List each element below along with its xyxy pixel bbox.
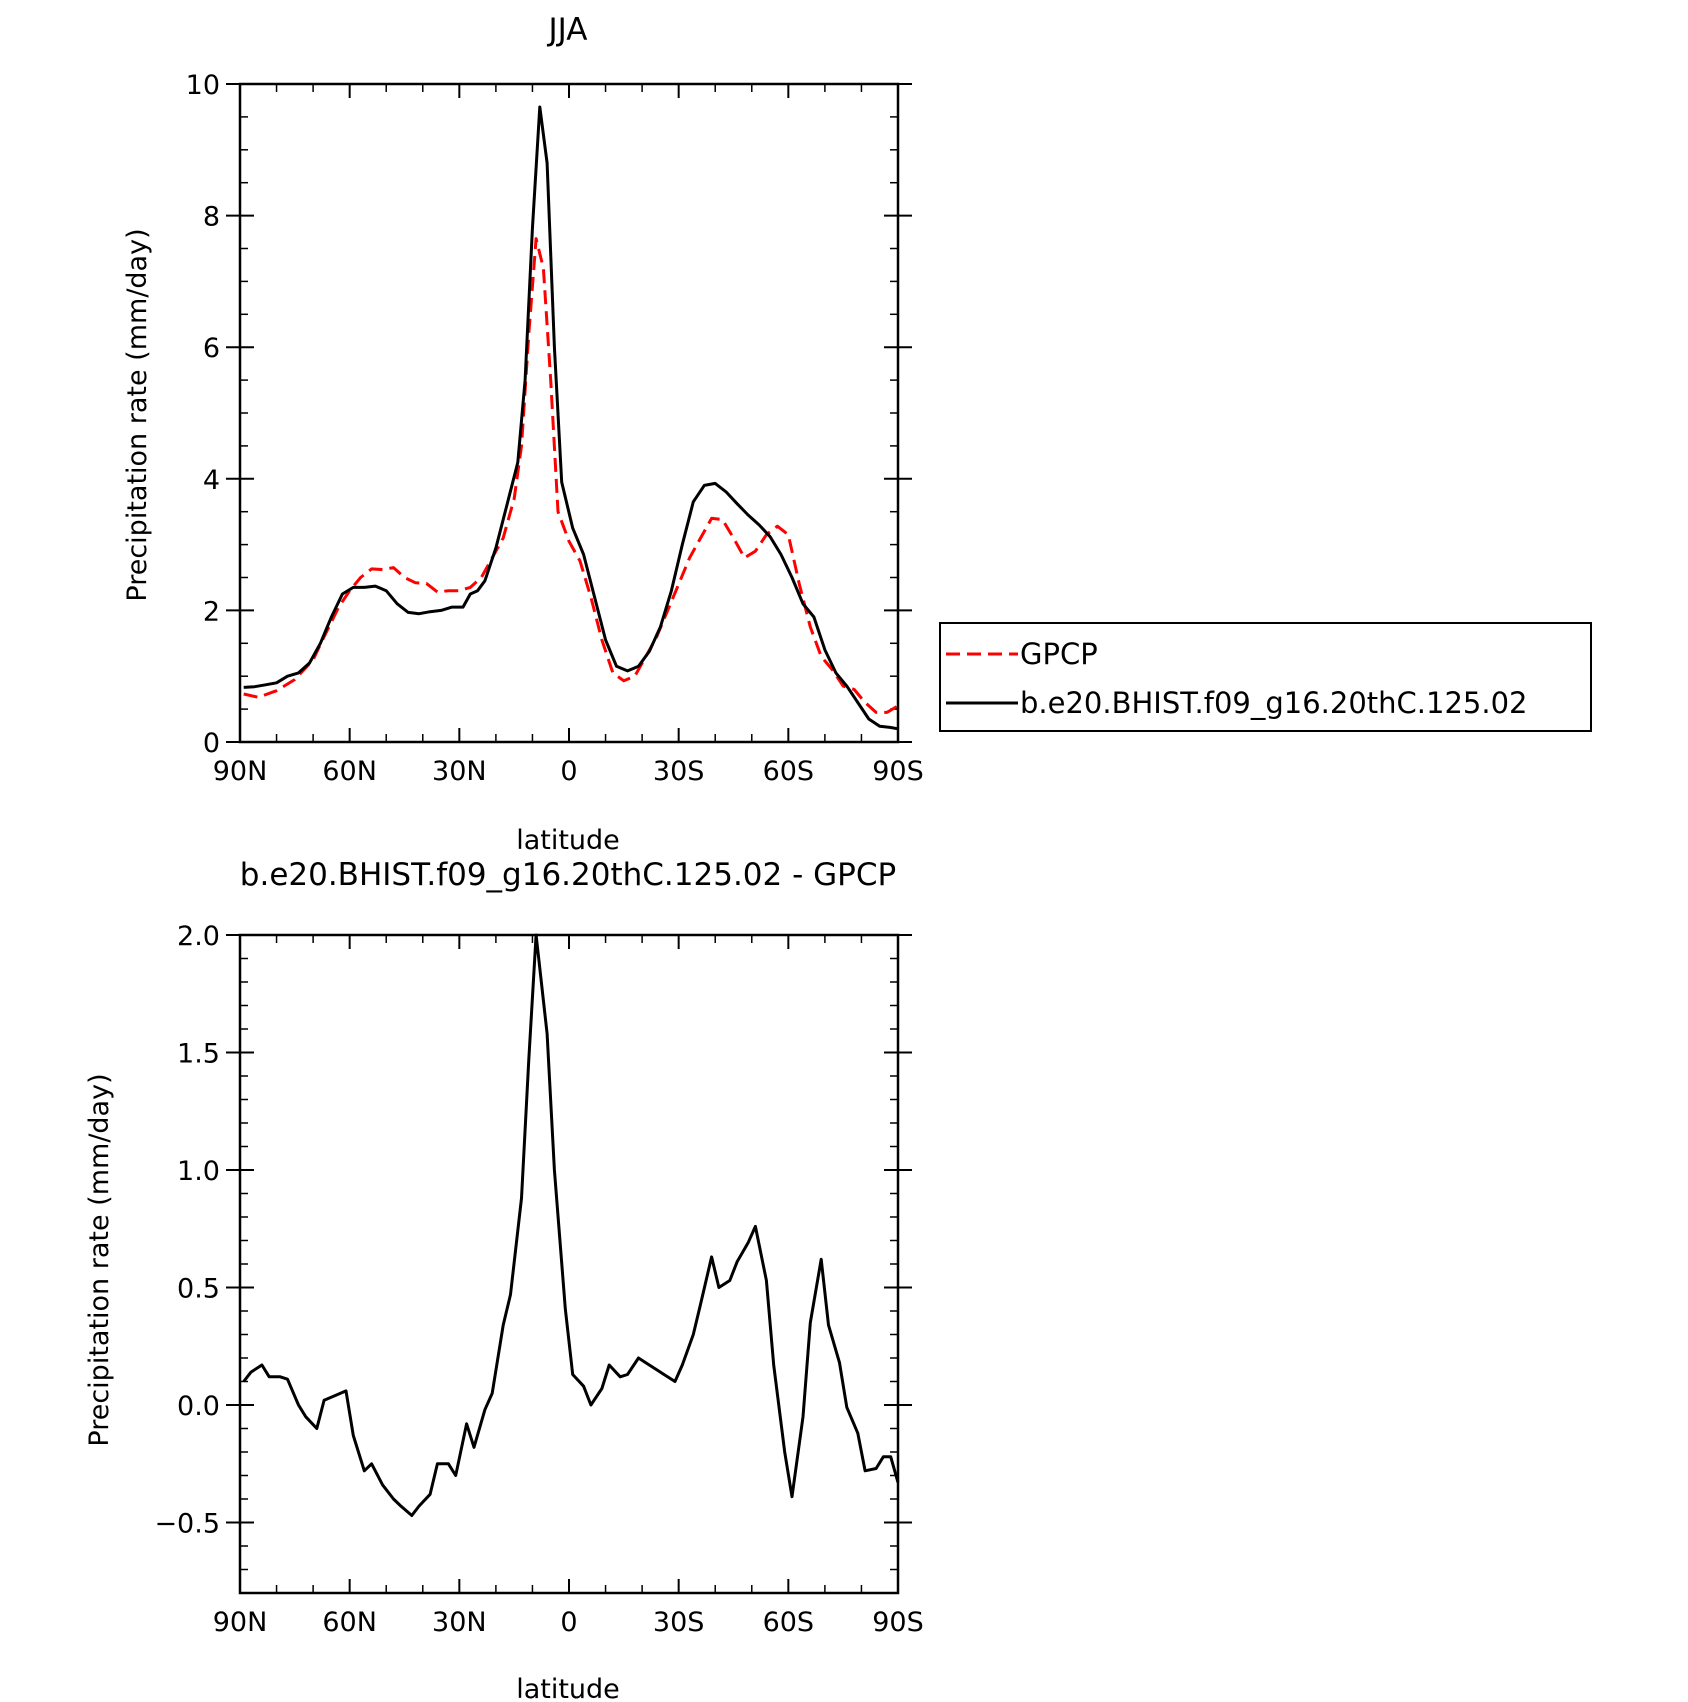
bottom-y-tick-labels: −0.5 0.0 0.5 1.0 1.5 2.0 (154, 921, 220, 1540)
y-tick-label: 0 (203, 728, 220, 759)
bottom-y-axis-label: Precipitation rate (mm/day) (84, 1073, 115, 1446)
x-tick-label: 90S (872, 1607, 924, 1638)
series-line-b-e20-bhist-f09-g16-20thc-125-02 (243, 105, 899, 731)
y-tick-label: 4 (203, 465, 220, 496)
x-tick-label: 0 (560, 1607, 577, 1638)
bottom-series-lines (242, 933, 900, 1517)
x-tick-label: 0 (560, 756, 577, 787)
y-tick-label: 10 (186, 70, 220, 101)
legend: GPCP b.e20.BHIST.f09_g16.20thC.125.02 (939, 622, 1592, 732)
top-panel: JJA 0 2 4 6 8 10 90N 60N 30N 0 30S 60S 90S latitude… (122, 12, 924, 856)
legend-box (939, 622, 1592, 732)
x-tick-label: 30S (653, 1607, 705, 1638)
x-tick-label: 60S (763, 756, 815, 787)
x-tick-label: 30S (653, 756, 705, 787)
legend-model-label: b.e20.BHIST.f09_g16.20thC.125.02 (1020, 686, 1527, 720)
series-line-gpcp (243, 237, 899, 714)
bottom-axis-ticks (226, 934, 912, 1593)
top-x-axis-label: latitude (516, 825, 620, 856)
x-tick-label: 30N (432, 756, 487, 787)
x-tick-label: 90N (213, 1607, 268, 1638)
x-tick-label: 60S (763, 1607, 815, 1638)
top-title: JJA (547, 12, 588, 48)
bottom-plot-frame (238, 933, 900, 1595)
y-tick-label: 0.0 (177, 1391, 220, 1422)
x-tick-label: 90N (213, 756, 268, 787)
y-tick-label: 6 (203, 333, 220, 364)
x-tick-label: 60N (322, 1607, 377, 1638)
y-tick-label: 2.0 (177, 921, 220, 952)
top-series-lines (243, 105, 899, 731)
top-y-tick-labels: 0 2 4 6 8 10 (186, 70, 220, 759)
y-tick-label: 1.0 (177, 1156, 220, 1187)
top-y-axis-label: Precipitation rate (mm/day) (122, 228, 153, 601)
y-tick-label: 2 (203, 596, 220, 627)
x-tick-label: 60N (322, 756, 377, 787)
bottom-x-axis-label: latitude (516, 1674, 620, 1702)
y-tick-label: 8 (203, 202, 220, 233)
bottom-title: b.e20.BHIST.f09_g16.20thC.125.02 - GPCP (240, 857, 896, 893)
bottom-panel: b.e20.BHIST.f09_g16.20thC.125.02 - GPCP … (84, 857, 924, 1702)
top-x-tick-labels: 90N 60N 30N 0 30S 60S 90S (213, 756, 924, 787)
y-tick-label: 0.5 (177, 1274, 220, 1305)
top-axis-ticks (226, 83, 912, 743)
y-tick-label: 1.5 (177, 1039, 220, 1070)
bottom-x-tick-labels: 90N 60N 30N 0 30S 60S 90S (213, 1607, 924, 1638)
y-tick-label: −0.5 (154, 1509, 220, 1540)
x-tick-label: 30N (432, 1607, 487, 1638)
top-plot-frame (238, 82, 900, 744)
series-line-difference (242, 933, 900, 1517)
x-tick-label: 90S (872, 756, 924, 787)
legend-gpcp-label: GPCP (1020, 637, 1098, 671)
